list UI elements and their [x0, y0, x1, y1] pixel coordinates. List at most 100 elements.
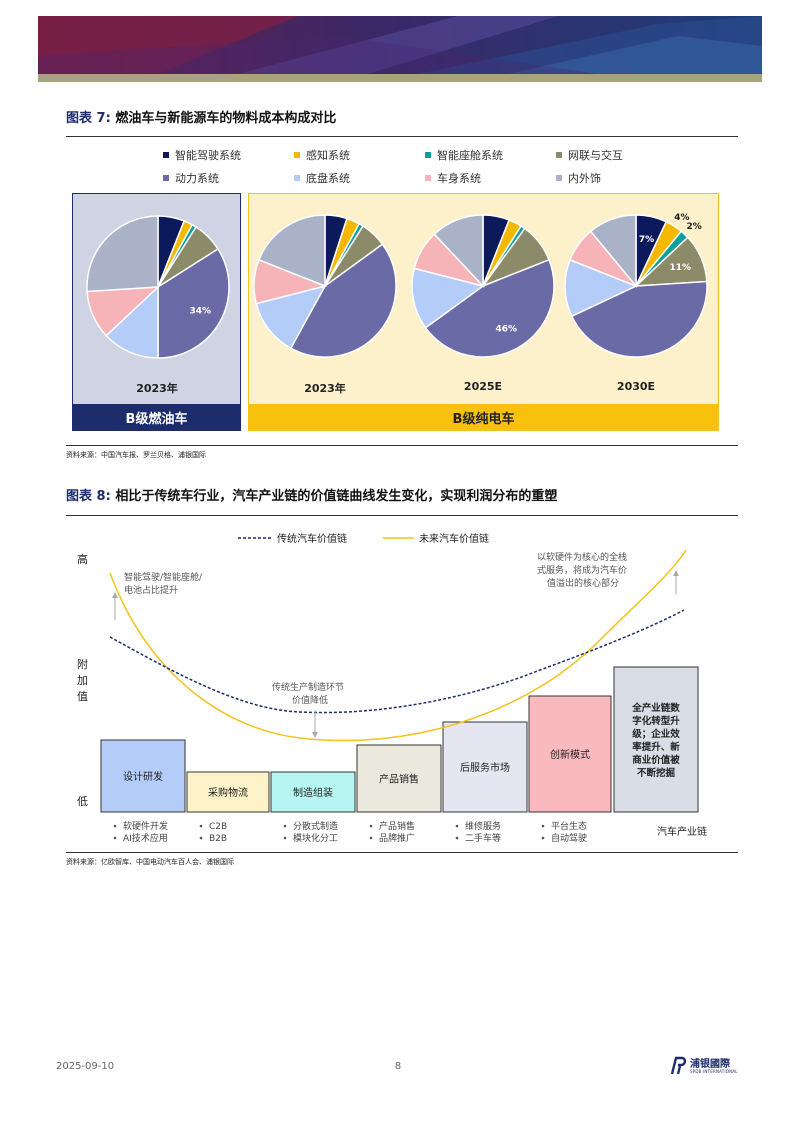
annotation-left-1: 智能驾驶/智能座舱/ [124, 571, 203, 583]
legend-label: 动力系统 [175, 172, 219, 185]
figure7-bottom-rule [66, 445, 738, 446]
figure7-title-text: 燃油车与新能源车的物料成本构成对比 [115, 111, 337, 126]
legend-swatch [294, 175, 300, 181]
bullet-dot [199, 836, 203, 840]
logo-mark-icon [670, 1056, 687, 1075]
y-low-label: 低 [77, 795, 88, 808]
pie-2-slice-8 [258, 214, 326, 288]
ev-label: B级纯电车 [249, 404, 718, 430]
pie-year-1: 2023年 [136, 382, 178, 395]
pie-3-slice-5 [424, 258, 555, 358]
stage-box-3 [270, 771, 356, 813]
legend-swatch [556, 175, 562, 181]
stage-box-6 [528, 695, 612, 813]
y-axis-char-1: 附 [77, 657, 88, 671]
pie-4-label-1: 7% [639, 235, 654, 245]
stage-name-1-1: 设计研发 [123, 770, 163, 783]
left-arrowhead [112, 592, 118, 598]
figure7-title: 图表 7: 燃油车与新能源车的物料成本构成对比 [66, 107, 336, 126]
figure8-title: 图表 8: 相比于传统车行业，汽车产业链的价值链曲线发生变化，实现利润分布的重塑 [66, 485, 557, 504]
bullet-dot [455, 824, 459, 828]
stage-name-3-1: 制造组装 [293, 786, 333, 799]
legend-swatch [294, 152, 300, 158]
figure7-number: 图表 7: [66, 111, 111, 126]
y-axis-char-2: 加 [77, 674, 88, 687]
pie-year-4: 2030E [616, 380, 656, 393]
annotation-right-1: 以软硬件为核心的全栈 [537, 551, 627, 563]
fuel-car-label: B级燃油车 [73, 404, 240, 430]
pie-year-2: 2023年 [304, 382, 346, 395]
bullet-dot [283, 836, 287, 840]
stage-box-7 [613, 666, 699, 813]
stage-5-bullet-1: 维修服务 [465, 820, 501, 832]
brand-logo: 浦银國際 SPDB INTERNATIONAL [670, 1054, 750, 1078]
legend-item-8: 内外饰 [556, 170, 601, 186]
stage-name-7-1: 全产业链数 [631, 702, 680, 714]
legend-label: 底盘系统 [306, 172, 350, 185]
pie-4-slice-8 [589, 214, 637, 289]
brand-name: 浦银國際 [690, 1059, 730, 1070]
bullet-dot [369, 824, 373, 828]
pie-3-slice-8 [433, 214, 484, 288]
stage-6-bullet-2: 自动驾驶 [551, 832, 587, 844]
bullet-dot [199, 824, 203, 828]
figure7-source: 资料来源：中国汽车报、罗兰贝格、浦银国际 [66, 451, 206, 459]
legend-label: 智能驾驶系统 [175, 149, 241, 162]
stage-name-7-3: 级；企业效 [631, 728, 680, 740]
stage-1-bullet-1: 软硬件开发 [123, 820, 168, 832]
pie-4-label-4: 11% [670, 263, 692, 273]
annotation-mid-2: 价值降低 [292, 694, 328, 706]
stage-4-bullet-2: 品牌推广 [379, 832, 415, 844]
stage-2-bullet-2: B2B [209, 834, 227, 844]
x-axis-label: 汽车产业链 [657, 825, 707, 838]
legend-item-3: 智能座舱系统 [425, 147, 503, 163]
stage-name-7-6: 不断挖掘 [637, 767, 676, 779]
brand-subtitle: SPDB INTERNATIONAL [690, 1069, 738, 1074]
stage-box-5 [442, 721, 528, 813]
annotation-mid-1: 传统生产制造环节 [272, 681, 344, 693]
stage-2-bullet-1: C2B [209, 822, 227, 832]
legend-item-6: 底盘系统 [294, 170, 350, 186]
pie-4-label-3: 2% [686, 222, 701, 232]
legend-item-4: 网联与交互 [556, 147, 623, 163]
figure7-top-rule [66, 136, 738, 137]
stage-3-bullet-1: 分散式制造 [293, 820, 338, 832]
pie-1-slice-8 [86, 215, 159, 293]
mid-arrowhead [312, 732, 318, 738]
bullet-dot [113, 836, 117, 840]
value-chain-chart: 传统汽车价值链 未来汽车价值链 高 附 加 值 低 设计研发软硬件开发AI技术应… [77, 532, 707, 844]
pie-3-label-5: 46% [495, 324, 517, 334]
bullet-dot [113, 824, 117, 828]
pie-1-slice-5 [157, 247, 230, 359]
stage-name-7-5: 商业价值被 [632, 754, 680, 766]
legend-item-2: 感知系统 [294, 147, 350, 163]
annotation-right-3: 值溢出的核心部分 [547, 577, 619, 589]
bullet-dot [283, 824, 287, 828]
stage-name-7-2: 字化转型升 [632, 715, 680, 727]
pie-year-3: 2025E [463, 380, 503, 393]
bullet-dot [455, 836, 459, 840]
stage-3-bullet-2: 模块化分工 [293, 832, 338, 844]
right-arrowhead [673, 570, 679, 576]
footer-date: 2025-09-10 [56, 1061, 115, 1072]
bullet-dot [541, 836, 545, 840]
pie-2-slice-5 [289, 243, 397, 358]
pie-2-slice-6 [255, 284, 327, 350]
stage-name-7-4: 率提升、新 [632, 741, 680, 753]
stage-4-bullet-1: 产品销售 [379, 820, 415, 832]
stage-box-2 [186, 771, 270, 813]
legend-swatch [425, 175, 431, 181]
stage-name-2-1: 采购物流 [208, 786, 248, 799]
legend-label: 网联与交互 [568, 149, 623, 162]
future-value-curve [109, 549, 687, 742]
pie-4-slice-6 [564, 258, 638, 318]
stage-name-4-1: 产品销售 [379, 773, 419, 786]
pie-1-label-5: 34% [190, 306, 212, 316]
stage-name-6-1: 创新模式 [550, 748, 590, 761]
annotation-right-2: 式服务，将成为汽车价 [537, 564, 627, 576]
figure8-top-rule [66, 515, 738, 516]
figure8-bottom-rule [66, 852, 738, 853]
y-axis-char-3: 值 [77, 690, 88, 703]
legend-item-1: 智能驾驶系统 [163, 147, 241, 163]
